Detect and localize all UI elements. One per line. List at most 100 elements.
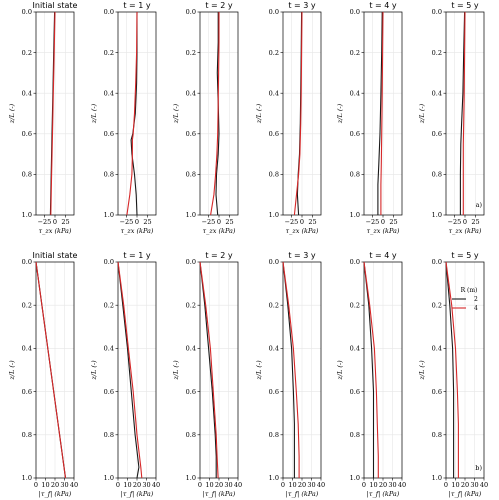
- x-tick-label: 0: [281, 481, 285, 489]
- y-tick-label: 0.4: [186, 89, 196, 97]
- y-tick-label: 1.0: [432, 474, 442, 482]
- x-tick-label: 30: [142, 481, 150, 489]
- series-line-R4: [293, 11, 303, 216]
- x-tick-label: 25: [389, 218, 397, 226]
- panel-b-2: t = 2 y 0 10 20 30 40|τ_f| (kPa) 0.0 0.2 0.4 0.6 0…: [172, 251, 242, 498]
- x-tick-label: 10: [369, 481, 377, 489]
- panel-a-2: t = 2 y −25 0 25τ_zx (kPa) 0.0 0.2 0.4 0.6 0.8 1.…: [172, 1, 239, 235]
- x-axis-label: τ_zx (kPa): [39, 227, 72, 235]
- y-tick-label: 0.2: [432, 49, 442, 57]
- y-tick-label: 0.8: [269, 431, 279, 439]
- series-line-R4: [462, 11, 466, 215]
- x-tick-label: 10: [451, 481, 459, 489]
- series-line-R2: [117, 261, 140, 479]
- panel-b-4: t = 4 y 0 10 20 30 40|τ_f| (kPa) 0.0 0.2 0.4 0.6 0…: [336, 251, 406, 498]
- panel-title: t = 2 y: [205, 251, 233, 260]
- x-tick-label: 0: [135, 218, 139, 226]
- x-tick-label: −25: [202, 218, 216, 226]
- panel-letter: a): [476, 201, 483, 209]
- series-line-R2: [459, 11, 466, 215]
- y-tick-label: 0.6: [350, 388, 360, 396]
- panel-b-0: Initial state 0 10 20 30 40|τ_f| (kPa) 0.0 0.2 0…: [8, 251, 78, 498]
- panel-a-5: t = 5 y −25 0 25τ_zx (kPa) 0.0 0.2 0.4 0.6 0.8 1.…: [418, 1, 485, 235]
- x-axis-label: |τ_f| (kPa): [39, 490, 72, 498]
- y-tick-label: 0.8: [269, 171, 279, 179]
- y-tick-label: 0.2: [22, 49, 32, 57]
- x-axis-label: |τ_f| (kPa): [449, 490, 482, 498]
- y-tick-label: 0.6: [269, 130, 279, 138]
- x-axis-label: |τ_f| (kPa): [286, 490, 319, 498]
- x-tick-label: 20: [298, 481, 306, 489]
- x-tick-label: 0: [300, 218, 304, 226]
- y-axis-label: z/L (-): [418, 103, 426, 124]
- y-tick-label: 0.2: [22, 301, 32, 309]
- y-tick-label: 1.0: [186, 474, 196, 482]
- x-tick-label: 40: [398, 481, 406, 489]
- y-tick-label: 0.4: [22, 89, 32, 97]
- panel-title: t = 4 y: [369, 1, 397, 10]
- y-tick-label: 0.2: [104, 49, 114, 57]
- y-tick-label: 0.6: [186, 388, 196, 396]
- y-tick-label: 0.6: [22, 130, 32, 138]
- x-tick-label: 0: [444, 481, 448, 489]
- x-tick-label: 30: [60, 481, 68, 489]
- x-tick-label: 0: [198, 481, 202, 489]
- y-tick-label: 0.8: [432, 171, 442, 179]
- series-line-R2: [130, 12, 138, 216]
- y-tick-label: 0.4: [350, 89, 360, 97]
- y-axis-label: z/L (-): [90, 360, 98, 381]
- x-tick-label: 10: [205, 481, 213, 489]
- x-tick-label: −25: [285, 218, 299, 226]
- panel-title: t = 1 y: [123, 1, 151, 10]
- series-line-R4: [445, 261, 459, 478]
- y-tick-label: 1.0: [186, 211, 196, 219]
- y-tick-label: 1.0: [350, 474, 360, 482]
- y-tick-label: 0.0: [350, 8, 360, 16]
- panel-title: Initial state: [33, 251, 78, 260]
- panel-title: t = 2 y: [205, 1, 233, 10]
- series-line-R4: [210, 12, 220, 216]
- panel-title: t = 3 y: [288, 251, 316, 260]
- series-line-R2: [363, 261, 375, 478]
- y-tick-label: 0.4: [432, 89, 442, 97]
- y-tick-label: 0.8: [104, 171, 114, 179]
- series-line-R4: [126, 11, 138, 216]
- y-tick-label: 0.2: [104, 301, 114, 309]
- x-tick-label: 20: [51, 481, 59, 489]
- x-tick-label: 20: [461, 481, 469, 489]
- series-line-R4: [282, 261, 300, 478]
- legend-label: 2: [474, 296, 478, 303]
- y-tick-label: 0.8: [22, 431, 32, 439]
- x-tick-label: 25: [308, 218, 316, 226]
- x-tick-label: 20: [215, 481, 223, 489]
- y-axis-label: z/L (-): [255, 360, 263, 381]
- x-tick-label: 10: [41, 481, 49, 489]
- y-tick-label: 1.0: [269, 211, 279, 219]
- y-tick-label: 0.2: [269, 49, 279, 57]
- x-axis-label: |τ_f| (kPa): [367, 490, 400, 498]
- y-tick-label: 0.6: [432, 388, 442, 396]
- panel-b-5: t = 5 y 0 10 20 30 40|τ_f| (kPa) 0.0 0.2 0.4 0.6 0…: [418, 251, 488, 498]
- y-axis-label: z/L (-): [8, 103, 16, 124]
- panel-title: Initial state: [33, 1, 78, 10]
- y-tick-label: 0.0: [104, 8, 114, 16]
- series-line-R2: [377, 11, 383, 215]
- x-tick-label: 40: [480, 481, 488, 489]
- x-tick-label: 40: [70, 481, 78, 489]
- x-tick-label: 20: [379, 481, 387, 489]
- panel-a-0: Initial state −25 0 25τ_zx (kPa) 0.0 0.2 0.4 0.…: [8, 1, 78, 235]
- panel-title: t = 3 y: [288, 1, 316, 10]
- y-tick-label: 0.0: [186, 258, 196, 266]
- y-tick-label: 0.0: [269, 258, 279, 266]
- y-tick-label: 0.2: [350, 49, 360, 57]
- x-tick-label: 25: [225, 218, 233, 226]
- y-tick-label: 0.0: [432, 258, 442, 266]
- y-tick-label: 0.0: [269, 8, 279, 16]
- x-axis-label: τ_zx (kPa): [203, 227, 236, 235]
- y-tick-label: 0.4: [22, 345, 32, 353]
- x-tick-label: 40: [317, 481, 325, 489]
- x-tick-label: 20: [133, 481, 141, 489]
- x-tick-label: 0: [381, 218, 385, 226]
- x-axis-label: |τ_f| (kPa): [203, 490, 236, 498]
- series-line-R4: [117, 261, 143, 479]
